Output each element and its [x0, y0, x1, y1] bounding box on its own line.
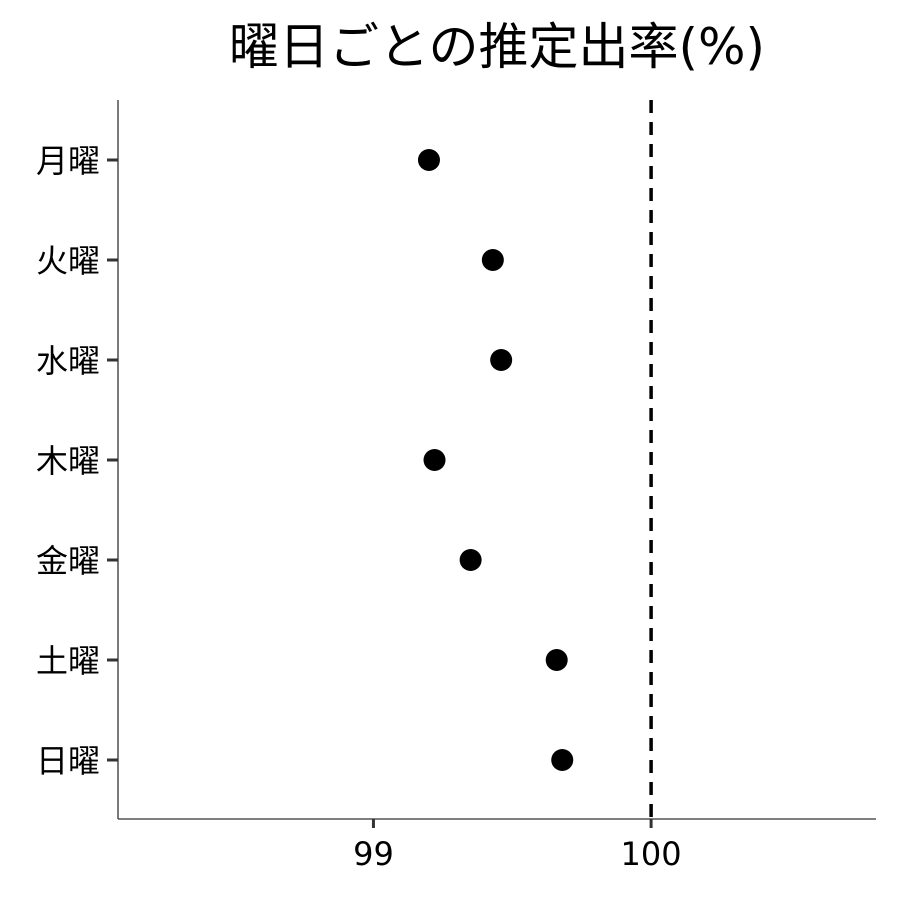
- data-point: [545, 649, 568, 671]
- y-tick-label: 木曜: [36, 442, 100, 480]
- x-tick-label: 99: [353, 835, 394, 873]
- x-tick-label: 100: [621, 835, 682, 873]
- y-tick-label: 月曜: [36, 142, 100, 180]
- data-point: [490, 349, 513, 371]
- data-point: [423, 449, 446, 471]
- y-tick-label: 水曜: [36, 342, 100, 380]
- data-point: [481, 249, 504, 271]
- data-point: [459, 549, 482, 571]
- y-tick-label: 金曜: [36, 542, 100, 580]
- chart-title: 曜日ごとの推定出率(%): [229, 18, 765, 76]
- y-tick-label: 土曜: [36, 642, 100, 680]
- y-tick-label: 火曜: [36, 242, 100, 280]
- data-point: [417, 149, 440, 171]
- data-point: [551, 749, 574, 771]
- y-tick-label: 日曜: [36, 742, 100, 780]
